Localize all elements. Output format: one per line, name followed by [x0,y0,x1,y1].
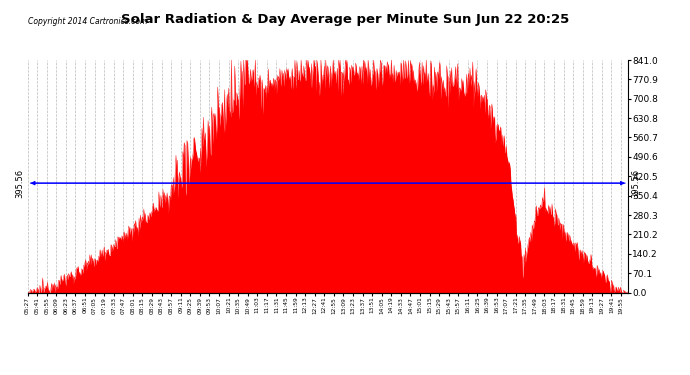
Text: Copyright 2014 Cartronics.com: Copyright 2014 Cartronics.com [28,17,147,26]
Text: 395.56: 395.56 [631,169,640,198]
Text: Solar Radiation & Day Average per Minute Sun Jun 22 20:25: Solar Radiation & Day Average per Minute… [121,13,569,26]
Text: 395.56: 395.56 [16,169,25,198]
